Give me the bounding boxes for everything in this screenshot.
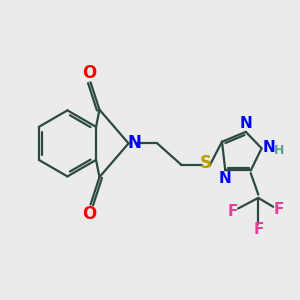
Text: F: F xyxy=(227,204,238,219)
Text: N: N xyxy=(262,140,275,155)
Text: H: H xyxy=(274,145,284,158)
Text: N: N xyxy=(218,171,231,186)
Text: F: F xyxy=(274,202,284,217)
Text: O: O xyxy=(82,64,96,82)
Text: N: N xyxy=(240,116,253,131)
Text: S: S xyxy=(200,154,211,172)
Text: F: F xyxy=(253,222,263,237)
Text: O: O xyxy=(82,205,96,223)
Text: N: N xyxy=(128,134,141,152)
